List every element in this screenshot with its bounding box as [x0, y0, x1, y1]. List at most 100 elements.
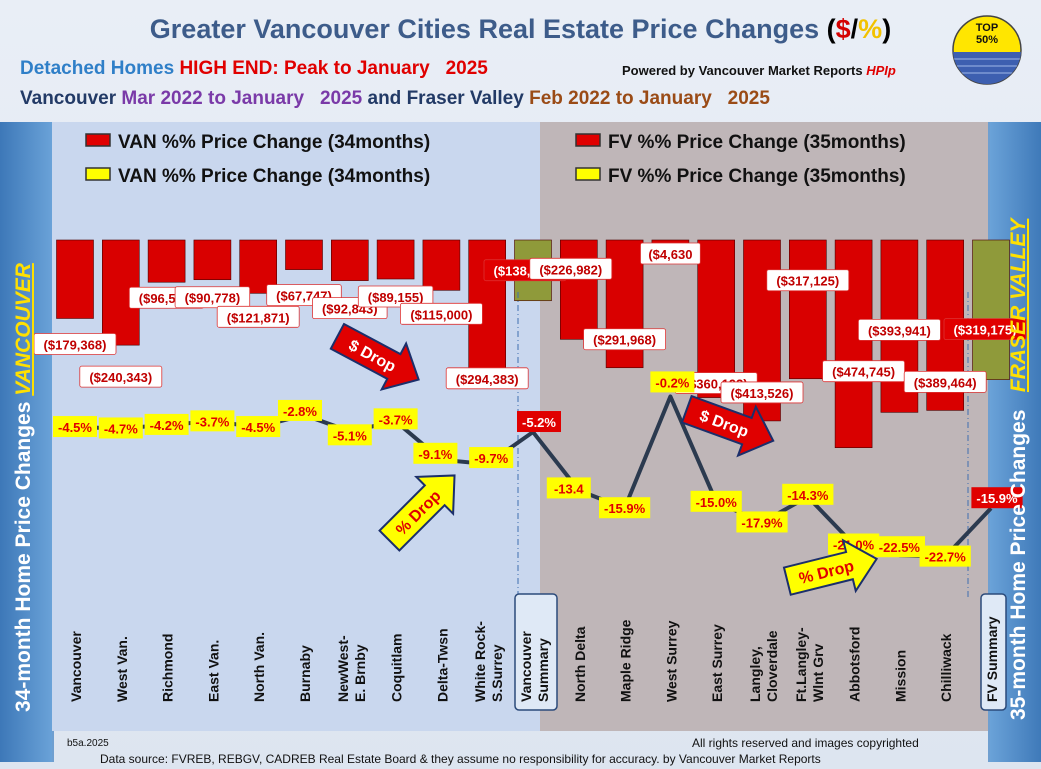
pct-label-text-6: -5.1% [333, 428, 367, 443]
legend-marker-1 [85, 167, 111, 181]
pct-label-0: -4.5% [53, 416, 97, 438]
title-paren-open: ( [826, 14, 836, 44]
category-text-15-1: Cloverdale [764, 630, 780, 702]
category-text-2-0: Richmond [160, 634, 176, 702]
chart-title: Greater Vancouver Cities Real Estate Pri… [0, 14, 1041, 45]
pct-label-text-4: -4.5% [241, 420, 275, 435]
legend-text-0: VAN %% Price Change (34months) [118, 132, 430, 153]
pct-label-13: -0.2% [650, 371, 695, 393]
subtitle1-part4: 2025 [445, 58, 488, 79]
pct-label-2: -4.2% [144, 413, 189, 435]
bar-6 [330, 239, 369, 281]
category-text-4-0: North Van. [251, 632, 267, 702]
subtitle1-part3: Peak to January [283, 58, 430, 79]
dollar-label-0: ($179,368) [33, 333, 117, 355]
badge-line2: 50% [975, 34, 999, 46]
pct-label-box-13 [650, 371, 695, 393]
fv-pct-drop-arrow: % Drop [782, 538, 879, 596]
category-label-6: NewWest- E. Brnby [335, 635, 368, 702]
badge-text: TOP 50% [951, 22, 1023, 46]
pct-label-text-11: -13.4 [554, 481, 584, 496]
bar-11 [559, 239, 598, 340]
pct-label-box-9 [469, 447, 514, 469]
category-text-12-0: Maple Ridge [618, 619, 634, 702]
dollar-label-box-4 [216, 305, 300, 328]
category-label-17: Abbotsford [847, 627, 863, 702]
bar-3 [193, 239, 232, 281]
category-label-13: West Surrey [663, 620, 679, 702]
subtitle2-part2: Mar 2022 to January [121, 88, 305, 109]
vancouver-side-label: 34-month Home Price Changes VANCOUVER [12, 263, 36, 712]
pct-label-9: -9.7% [469, 447, 514, 469]
dollar-label-text-7: ($89,155) [368, 290, 424, 305]
dollar-label-text-3: ($90,778) [185, 291, 241, 306]
dollar-label-text-9: ($294,383) [456, 372, 519, 387]
dollar-label-text-8: ($115,000) [410, 307, 472, 322]
pct-label-box-15 [736, 511, 788, 533]
pct-label-20: -15.9% [971, 487, 1023, 509]
pct-label-box-17 [828, 533, 880, 555]
category-text-17-0: Abbotsford [847, 627, 863, 702]
dollar-label-text-12: ($291,968) [593, 333, 656, 348]
category-text-19-0: Chilliwack [938, 633, 954, 702]
category-text-9-1: S.Surrey [489, 644, 505, 702]
legend-item-0: VAN %% Price Change (34months) [85, 132, 430, 153]
subtitle-line-1: Detached Homes HIGH END: Peak to January… [20, 58, 488, 80]
legend-text-1: VAN %% Price Change (34months) [118, 166, 430, 187]
category-label-4: North Van. [251, 632, 267, 702]
dollar-label-box-11 [529, 257, 613, 280]
category-text-3-0: East Van. [205, 640, 221, 702]
pct-label-box-11 [546, 477, 591, 499]
powered-by-text: Powered by Vancouver Market Reports [622, 63, 863, 78]
pct-label-text-5: -2.8% [283, 404, 317, 419]
dollar-label-box-12 [583, 328, 666, 351]
pct-label-text-13: -0.2% [655, 375, 689, 390]
pct-label-box-20 [971, 487, 1023, 509]
title-dollar: $ [835, 14, 851, 44]
subtitle2-part3: 2025 [319, 88, 363, 109]
fv-pct-drop-arrow-shape [782, 538, 879, 596]
category-text-10-1: Summary [535, 638, 551, 702]
pct-label-text-0: -4.5% [58, 420, 92, 435]
bar-5 [285, 239, 323, 270]
category-label-0: Vancouver [68, 631, 84, 702]
category-text-8-0: Delta-Twsn [434, 628, 450, 702]
dollar-label-box-15 [720, 381, 804, 404]
bar-2 [147, 239, 186, 283]
legend-item-3: FV %% Price Change (35months) [575, 166, 906, 187]
title-main: Greater Vancouver Cities Real Estate Pri… [149, 14, 820, 44]
category-label-8: Delta-Twsn [434, 628, 450, 702]
subtitle1-part2: HIGH END: [179, 58, 279, 79]
dollar-label-box-0 [33, 333, 117, 355]
van-pct-drop-arrow-shape [378, 474, 456, 552]
dollar-label-box-17 [822, 360, 905, 383]
category-label-5: Burnaby [297, 645, 313, 702]
dollar-label-text-15: ($413,526) [731, 386, 794, 401]
bar-20 [972, 239, 1010, 380]
pct-label-text-19: -22.7% [925, 550, 967, 565]
data-source-note: Data source: FVREB, REBGV, CADREB Real E… [100, 752, 821, 766]
subtitle2-part7: 2025 [727, 88, 770, 109]
powered-by: Powered by Vancouver Market Reports HPIp [622, 63, 896, 78]
dollar-label-text-1: ($240,343) [89, 370, 152, 385]
dollar-label-11: ($226,982) [529, 257, 613, 280]
pct-label-box-3 [190, 410, 235, 432]
pct-label-box-5 [278, 399, 322, 421]
category-label-7: Coquitlam [389, 634, 405, 702]
side-right-text: 35-month Home Price Changes [1007, 409, 1030, 720]
side-right-emphasis: FRASER VALLEY [1007, 218, 1030, 393]
pct-label-text-20: -15.9% [976, 491, 1018, 506]
pct-label-box-12 [599, 497, 651, 519]
top-50-badge-icon [952, 15, 1022, 85]
pct-label-text-12: -15.9% [604, 501, 646, 516]
summary-label-box-10 [514, 593, 558, 711]
dollar-label-box-8 [399, 302, 483, 325]
pct-label-box-6 [327, 424, 372, 446]
dollar-label-box-13 [640, 242, 701, 265]
pct-label-3: -3.7% [190, 410, 235, 432]
legend-text-3: FV %% Price Change (35months) [608, 166, 906, 187]
pct-label-text-2: -4.2% [150, 418, 184, 433]
category-text-10-0: Vancouver [518, 631, 534, 702]
dollar-label-box-1 [79, 365, 163, 388]
